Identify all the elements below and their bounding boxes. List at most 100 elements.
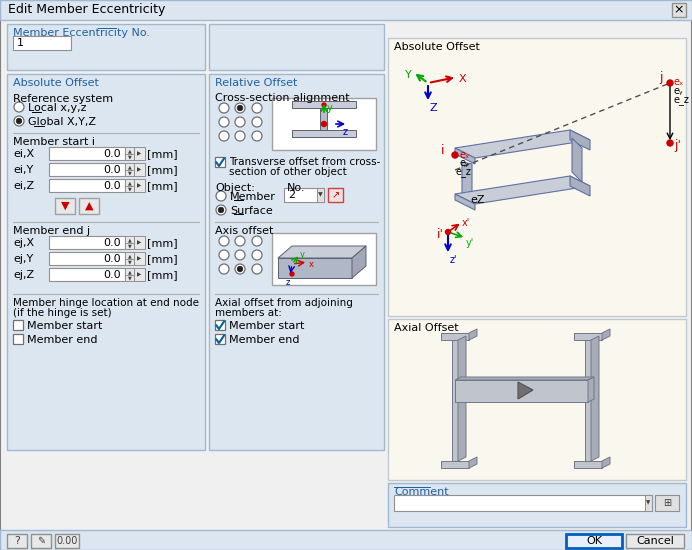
Bar: [574, 461, 602, 468]
Bar: [134, 179, 145, 192]
Circle shape: [219, 264, 229, 274]
Bar: [49, 268, 125, 281]
Text: 0.0: 0.0: [103, 238, 121, 248]
Bar: [388, 483, 686, 527]
Bar: [55, 534, 79, 548]
Text: [mm]: [mm]: [147, 238, 178, 248]
Text: ej,Y: ej,Y: [13, 254, 33, 264]
Bar: [272, 233, 376, 285]
Polygon shape: [602, 457, 610, 468]
Bar: [134, 252, 145, 265]
Bar: [566, 534, 622, 548]
Bar: [272, 98, 376, 150]
Bar: [125, 236, 134, 243]
Bar: [388, 319, 686, 480]
Text: Axial Offset: Axial Offset: [394, 323, 459, 333]
Polygon shape: [602, 329, 610, 340]
Text: i: i: [441, 145, 445, 157]
Text: ei,Z: ei,Z: [13, 181, 34, 191]
Text: ei,Y: ei,Y: [13, 165, 33, 175]
Text: ▲: ▲: [127, 253, 131, 258]
Circle shape: [237, 105, 243, 111]
Bar: [49, 252, 125, 265]
Polygon shape: [455, 176, 590, 204]
Text: ?: ?: [14, 536, 20, 546]
Text: Z: Z: [430, 103, 437, 113]
Bar: [13, 36, 71, 50]
Text: ▼: ▼: [127, 170, 131, 175]
Circle shape: [446, 229, 450, 234]
Text: Member Eccentricity No.: Member Eccentricity No.: [13, 28, 150, 38]
Circle shape: [219, 131, 229, 141]
Circle shape: [252, 250, 262, 260]
Polygon shape: [570, 130, 590, 150]
Bar: [452, 340, 458, 461]
Polygon shape: [352, 246, 366, 278]
Bar: [317, 188, 324, 202]
Text: Member end: Member end: [27, 335, 98, 345]
Text: x: x: [309, 260, 314, 269]
Text: e_z: e_z: [455, 167, 471, 177]
Polygon shape: [458, 336, 466, 461]
Bar: [13, 334, 23, 344]
Circle shape: [252, 131, 262, 141]
Text: 0.0: 0.0: [103, 181, 121, 191]
Circle shape: [252, 236, 262, 246]
Bar: [455, 380, 588, 402]
Circle shape: [667, 140, 673, 146]
Circle shape: [235, 131, 245, 141]
Text: j': j': [674, 139, 681, 152]
Text: ▶: ▶: [138, 184, 142, 189]
Text: ▲: ▲: [127, 237, 131, 242]
Text: Member start: Member start: [229, 321, 304, 331]
Polygon shape: [591, 336, 599, 461]
Text: 0.0: 0.0: [103, 270, 121, 280]
Text: Member hinge location at end node: Member hinge location at end node: [13, 298, 199, 308]
Text: ▲: ▲: [84, 201, 93, 211]
Circle shape: [219, 250, 229, 260]
Bar: [626, 534, 684, 548]
Text: ▲: ▲: [127, 180, 131, 185]
Text: Relative Offset: Relative Offset: [215, 78, 298, 88]
Circle shape: [14, 116, 24, 126]
Text: members at:: members at:: [215, 308, 282, 318]
Bar: [49, 147, 125, 160]
Text: ▶: ▶: [138, 151, 142, 157]
Circle shape: [216, 205, 226, 215]
Bar: [134, 236, 145, 249]
Bar: [134, 147, 145, 160]
Bar: [441, 461, 469, 468]
Text: y: y: [327, 103, 333, 113]
Bar: [7, 74, 205, 450]
Circle shape: [235, 117, 245, 127]
Bar: [125, 179, 134, 185]
Circle shape: [322, 103, 326, 107]
Polygon shape: [469, 457, 477, 468]
Text: ▶: ▶: [138, 272, 142, 278]
Text: Axis offset: Axis offset: [215, 226, 273, 236]
Text: section of other object: section of other object: [229, 167, 347, 177]
Polygon shape: [588, 377, 594, 402]
Bar: [49, 179, 125, 192]
Text: 0.0: 0.0: [103, 165, 121, 175]
Text: Edit Member Eccentricity: Edit Member Eccentricity: [8, 3, 165, 16]
Bar: [79, 198, 99, 214]
Bar: [215, 157, 225, 167]
Text: 1: 1: [17, 38, 24, 48]
Circle shape: [237, 266, 243, 272]
Text: eₓ: eₓ: [674, 77, 684, 87]
Text: j: j: [659, 72, 663, 85]
Text: Member start i: Member start i: [13, 137, 95, 147]
Bar: [441, 333, 469, 340]
Text: ej,Z: ej,Z: [13, 270, 34, 280]
Bar: [55, 198, 75, 214]
Circle shape: [219, 236, 229, 246]
Text: ↗: ↗: [331, 190, 340, 200]
Bar: [0, 0, 692, 20]
Text: Member start: Member start: [27, 321, 102, 331]
Text: (if the hinge is set): (if the hinge is set): [13, 308, 111, 318]
Polygon shape: [455, 377, 594, 380]
Circle shape: [219, 117, 229, 127]
Bar: [125, 252, 134, 258]
Text: OK: OK: [586, 536, 602, 546]
